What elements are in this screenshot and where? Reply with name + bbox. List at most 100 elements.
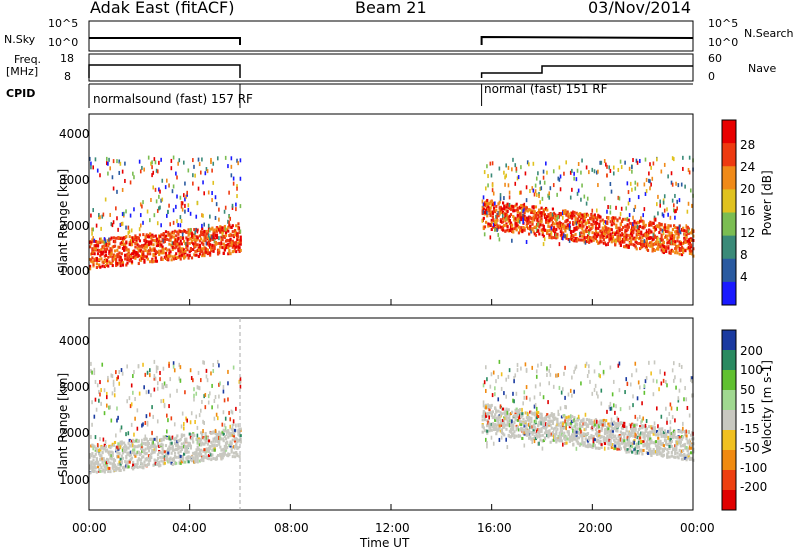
range-cell	[551, 431, 555, 435]
range-cell	[609, 435, 612, 439]
range-cell	[557, 214, 560, 219]
velocity-cbar-tick-200: 200	[740, 344, 763, 358]
range-cell	[497, 415, 500, 419]
range-cell	[603, 225, 607, 229]
range-cell	[91, 460, 94, 464]
range-cell	[158, 239, 161, 243]
range-cell	[92, 462, 95, 466]
range-cell	[500, 372, 503, 377]
range-cell	[126, 399, 128, 404]
range-cell	[153, 213, 156, 218]
nsky-label: N.Sky	[4, 33, 36, 46]
range-cell	[116, 248, 119, 252]
range-cell	[133, 466, 136, 470]
range-cell	[577, 188, 580, 193]
range-cell	[93, 244, 96, 248]
range-cell	[522, 226, 525, 230]
range-cell	[233, 437, 237, 441]
range-cell	[577, 417, 581, 421]
range-cell	[223, 209, 226, 214]
range-cell	[662, 231, 665, 236]
range-cell	[574, 216, 577, 220]
range-cell	[492, 191, 495, 196]
range-cell	[558, 438, 561, 442]
range-cell	[525, 185, 528, 190]
range-cell	[164, 444, 168, 448]
range-cell	[161, 257, 164, 261]
range-cell	[162, 462, 165, 466]
range-cell	[117, 442, 120, 446]
range-cell	[525, 433, 528, 437]
range-cell	[487, 174, 489, 179]
range-cell	[632, 394, 634, 399]
range-cell	[91, 400, 93, 405]
range-cell	[102, 240, 105, 244]
range-cell	[562, 426, 565, 430]
range-cell	[136, 255, 139, 259]
range-cell	[529, 410, 532, 414]
range-cell	[620, 228, 624, 232]
range-cell	[662, 226, 665, 230]
range-cell	[658, 243, 661, 247]
range-cell	[139, 258, 143, 262]
range-cell	[187, 441, 190, 445]
range-cell	[637, 228, 641, 232]
range-cell	[678, 441, 681, 445]
range-cell	[625, 206, 628, 211]
range-cell	[95, 266, 98, 270]
range-cell	[649, 220, 652, 224]
range-cell	[145, 464, 148, 468]
range-cell	[139, 461, 143, 465]
range-cell	[484, 186, 487, 191]
range-cell	[555, 437, 558, 441]
range-cell	[99, 241, 102, 245]
range-cell	[648, 223, 651, 227]
range-cell	[149, 373, 151, 378]
range-cell	[132, 438, 135, 442]
range-cell	[662, 444, 665, 448]
range-cell	[636, 231, 639, 235]
range-cell	[535, 406, 538, 411]
range-cell	[162, 232, 165, 236]
range-cell	[547, 415, 550, 419]
range-cell	[221, 226, 224, 230]
range-cell	[113, 240, 117, 244]
range-cell	[213, 247, 216, 251]
range-cell	[651, 238, 654, 242]
range-cell	[614, 410, 616, 415]
range-cell	[207, 453, 211, 457]
range-cell	[196, 439, 199, 444]
range-cell	[572, 220, 574, 225]
range-cell	[119, 445, 122, 450]
range-cell	[624, 160, 626, 165]
range-cell	[110, 450, 113, 454]
range-cell	[206, 378, 209, 383]
range-cell	[685, 229, 688, 233]
range-cell	[682, 457, 685, 461]
range-cell	[125, 241, 128, 245]
range-cell	[176, 447, 179, 451]
range-cell	[185, 416, 187, 421]
range-cell	[172, 257, 176, 261]
range-cell	[653, 441, 656, 445]
range-cell	[551, 216, 555, 220]
range-cell	[541, 233, 544, 237]
range-cell	[672, 433, 676, 437]
range-cell	[600, 232, 603, 236]
range-cell	[566, 214, 569, 218]
range-cell	[560, 227, 563, 232]
range-cell	[562, 442, 564, 447]
range-cell	[134, 245, 137, 249]
range-cell	[659, 203, 662, 208]
range-cell	[144, 420, 147, 425]
range-cell	[152, 444, 155, 448]
range-cell	[568, 223, 571, 228]
range-cell	[196, 445, 199, 449]
range-cell	[641, 242, 644, 246]
xtick-08: 08:00	[274, 521, 309, 535]
range-cell	[653, 421, 656, 426]
range-cell	[232, 419, 235, 424]
range-cell	[618, 241, 621, 245]
range-cell	[108, 237, 110, 242]
range-cell	[557, 225, 560, 229]
